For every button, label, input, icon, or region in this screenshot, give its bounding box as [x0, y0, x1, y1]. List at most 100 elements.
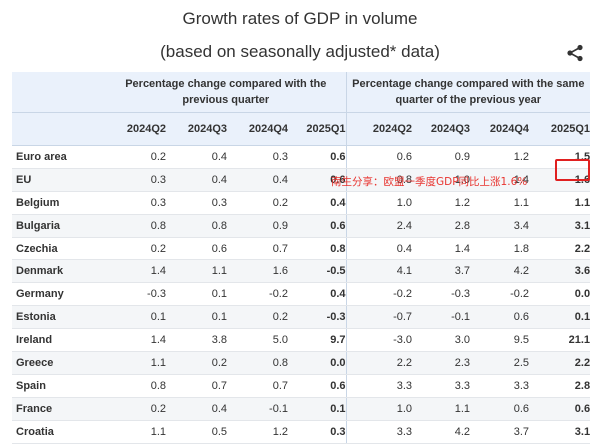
value-cell: 4.1: [345, 259, 413, 284]
value-cell: 0.6: [470, 305, 530, 330]
table-row: Denmark 1.4 1.1 1.6 -0.5 4.1 3.7 4.2 3.6: [12, 259, 591, 284]
value-cell: -0.2: [227, 282, 288, 307]
value-cell: 3.3: [470, 374, 530, 398]
value-cell: 0.8: [345, 168, 413, 192]
value-cell: 1.0: [345, 397, 413, 421]
value-cell: 5.0: [227, 328, 288, 353]
value-cell: 2.5: [470, 351, 530, 375]
column-header: 2024Q4: [227, 112, 288, 146]
value-cell: 0.1: [166, 282, 227, 307]
value-cell: 0.4: [166, 145, 227, 169]
column-header: 2025Q1: [529, 112, 591, 146]
value-cell: 2.4: [345, 214, 413, 238]
column-header: 2025Q1: [288, 112, 347, 146]
value-cell: 0.4: [345, 237, 413, 261]
table-row: Ireland 1.4 3.8 5.0 9.7 -3.0 3.0 9.5 21.1: [12, 328, 591, 353]
share-icon[interactable]: [566, 44, 584, 62]
value-cell: 1.1: [470, 191, 530, 215]
value-cell: 0.2: [227, 305, 288, 330]
column-header: 2024Q4: [470, 112, 530, 146]
value-cell: 0.3: [166, 191, 227, 215]
value-cell: 0.1: [529, 305, 591, 330]
chart-title: Growth rates of GDP in volume: [182, 9, 418, 28]
value-cell: 4.2: [470, 259, 530, 284]
country-cell: Belgium: [12, 191, 106, 215]
group-header-prev-year: Percentage change compared with the same…: [345, 72, 591, 113]
value-cell: 1.4: [106, 259, 166, 284]
value-cell: 0.8: [106, 374, 166, 398]
value-cell: -0.3: [412, 282, 471, 307]
table-row: Czechia 0.2 0.6 0.7 0.8 0.4 1.4 1.8 2.2: [12, 237, 591, 261]
value-cell: 1.0: [412, 168, 471, 192]
value-cell: 1.1: [106, 351, 166, 375]
value-cell: 1.8: [470, 237, 530, 261]
value-cell: 0.4: [227, 168, 288, 192]
value-cell: 0.2: [106, 237, 166, 261]
country-cell: Estonia: [12, 305, 106, 330]
value-cell: 0.1: [288, 397, 347, 421]
value-cell: 0.7: [227, 374, 288, 398]
value-cell: 2.2: [529, 237, 591, 261]
value-cell: 0.4: [166, 397, 227, 421]
country-cell: France: [12, 397, 106, 421]
value-cell: 3.8: [166, 328, 227, 353]
value-cell: 0.3: [227, 145, 288, 169]
highlight-box: [555, 159, 590, 181]
value-cell: -0.1: [227, 397, 288, 421]
value-cell: 0.9: [227, 214, 288, 238]
column-header: 2024Q3: [166, 112, 227, 146]
value-cell: 0.6: [470, 397, 530, 421]
value-cell: 9.7: [288, 328, 347, 353]
table-row: France 0.2 0.4 -0.1 0.1 1.0 1.1 0.6 0.6: [12, 397, 591, 421]
value-cell: 0.1: [166, 305, 227, 330]
value-cell: 0.4: [288, 282, 347, 307]
value-cell: 3.3: [412, 374, 471, 398]
value-cell: 0.8: [166, 214, 227, 238]
value-cell: 0.6: [288, 214, 347, 238]
value-cell: 3.4: [470, 214, 530, 238]
value-cell: 9.5: [470, 328, 530, 353]
value-cell: 2.8: [529, 374, 591, 398]
country-cell: Germany: [12, 282, 106, 307]
value-cell: -0.2: [470, 282, 530, 307]
corner-cell: [12, 72, 106, 113]
table-row: Spain 0.8 0.7 0.7 0.6 3.3 3.3 3.3 2.8: [12, 374, 591, 398]
value-cell: 3.7: [412, 259, 471, 284]
group-header-prev-quarter: Percentage change compared with the prev…: [106, 72, 347, 113]
value-cell: -3.0: [345, 328, 413, 353]
corner-cell-2: [12, 112, 106, 146]
table-row: Germany -0.3 0.1 -0.2 0.4 -0.2 -0.3 -0.2 0.0: [12, 282, 591, 307]
value-cell: 0.2: [106, 145, 166, 169]
value-cell: 1.1: [412, 397, 471, 421]
value-cell: -0.1: [412, 305, 471, 330]
value-cell: 0.9: [412, 145, 471, 169]
quarter-header-row: 2024Q2 2024Q3 2024Q4 2025Q1 2024Q2 2024Q3 2024…: [12, 112, 591, 146]
value-cell: 0.8: [106, 214, 166, 238]
country-cell: EU: [12, 168, 106, 192]
column-header: 2024Q2: [106, 112, 166, 146]
value-cell: 0.3: [106, 191, 166, 215]
value-cell: -0.3: [288, 305, 347, 330]
chart-subtitle: (based on seasonally adjusted* data): [160, 42, 440, 61]
value-cell: 0.6: [288, 145, 347, 169]
column-header: 2024Q2: [345, 112, 413, 146]
annotation-text: 南生分享：欧盟一季度GDP同比上涨1.6%: [331, 176, 528, 188]
value-cell: 0.6: [345, 145, 413, 169]
value-cell: 0.4: [288, 191, 347, 215]
value-cell: 2.3: [412, 351, 471, 375]
table-row: Estonia 0.1 0.1 0.2 -0.3 -0.7 -0.1 0.6 0.1: [12, 305, 591, 330]
value-cell: 0.0: [288, 351, 347, 375]
value-cell: 0.6: [166, 237, 227, 261]
value-cell: 0.3: [106, 168, 166, 192]
value-cell: 0.0: [529, 282, 591, 307]
value-cell: 0.2: [227, 191, 288, 215]
value-cell: 1.4: [106, 328, 166, 353]
value-cell: 0.1: [106, 305, 166, 330]
country-cell: Bulgaria: [12, 214, 106, 238]
country-cell: Czechia: [12, 237, 106, 261]
value-cell: -0.2: [345, 282, 413, 307]
value-cell: 0.8: [227, 351, 288, 375]
value-cell: 3.6: [529, 259, 591, 284]
table-row: Belgium 0.3 0.3 0.2 0.4 1.0 1.2 1.1 1.1: [12, 191, 591, 215]
value-cell: 0.4: [166, 168, 227, 192]
